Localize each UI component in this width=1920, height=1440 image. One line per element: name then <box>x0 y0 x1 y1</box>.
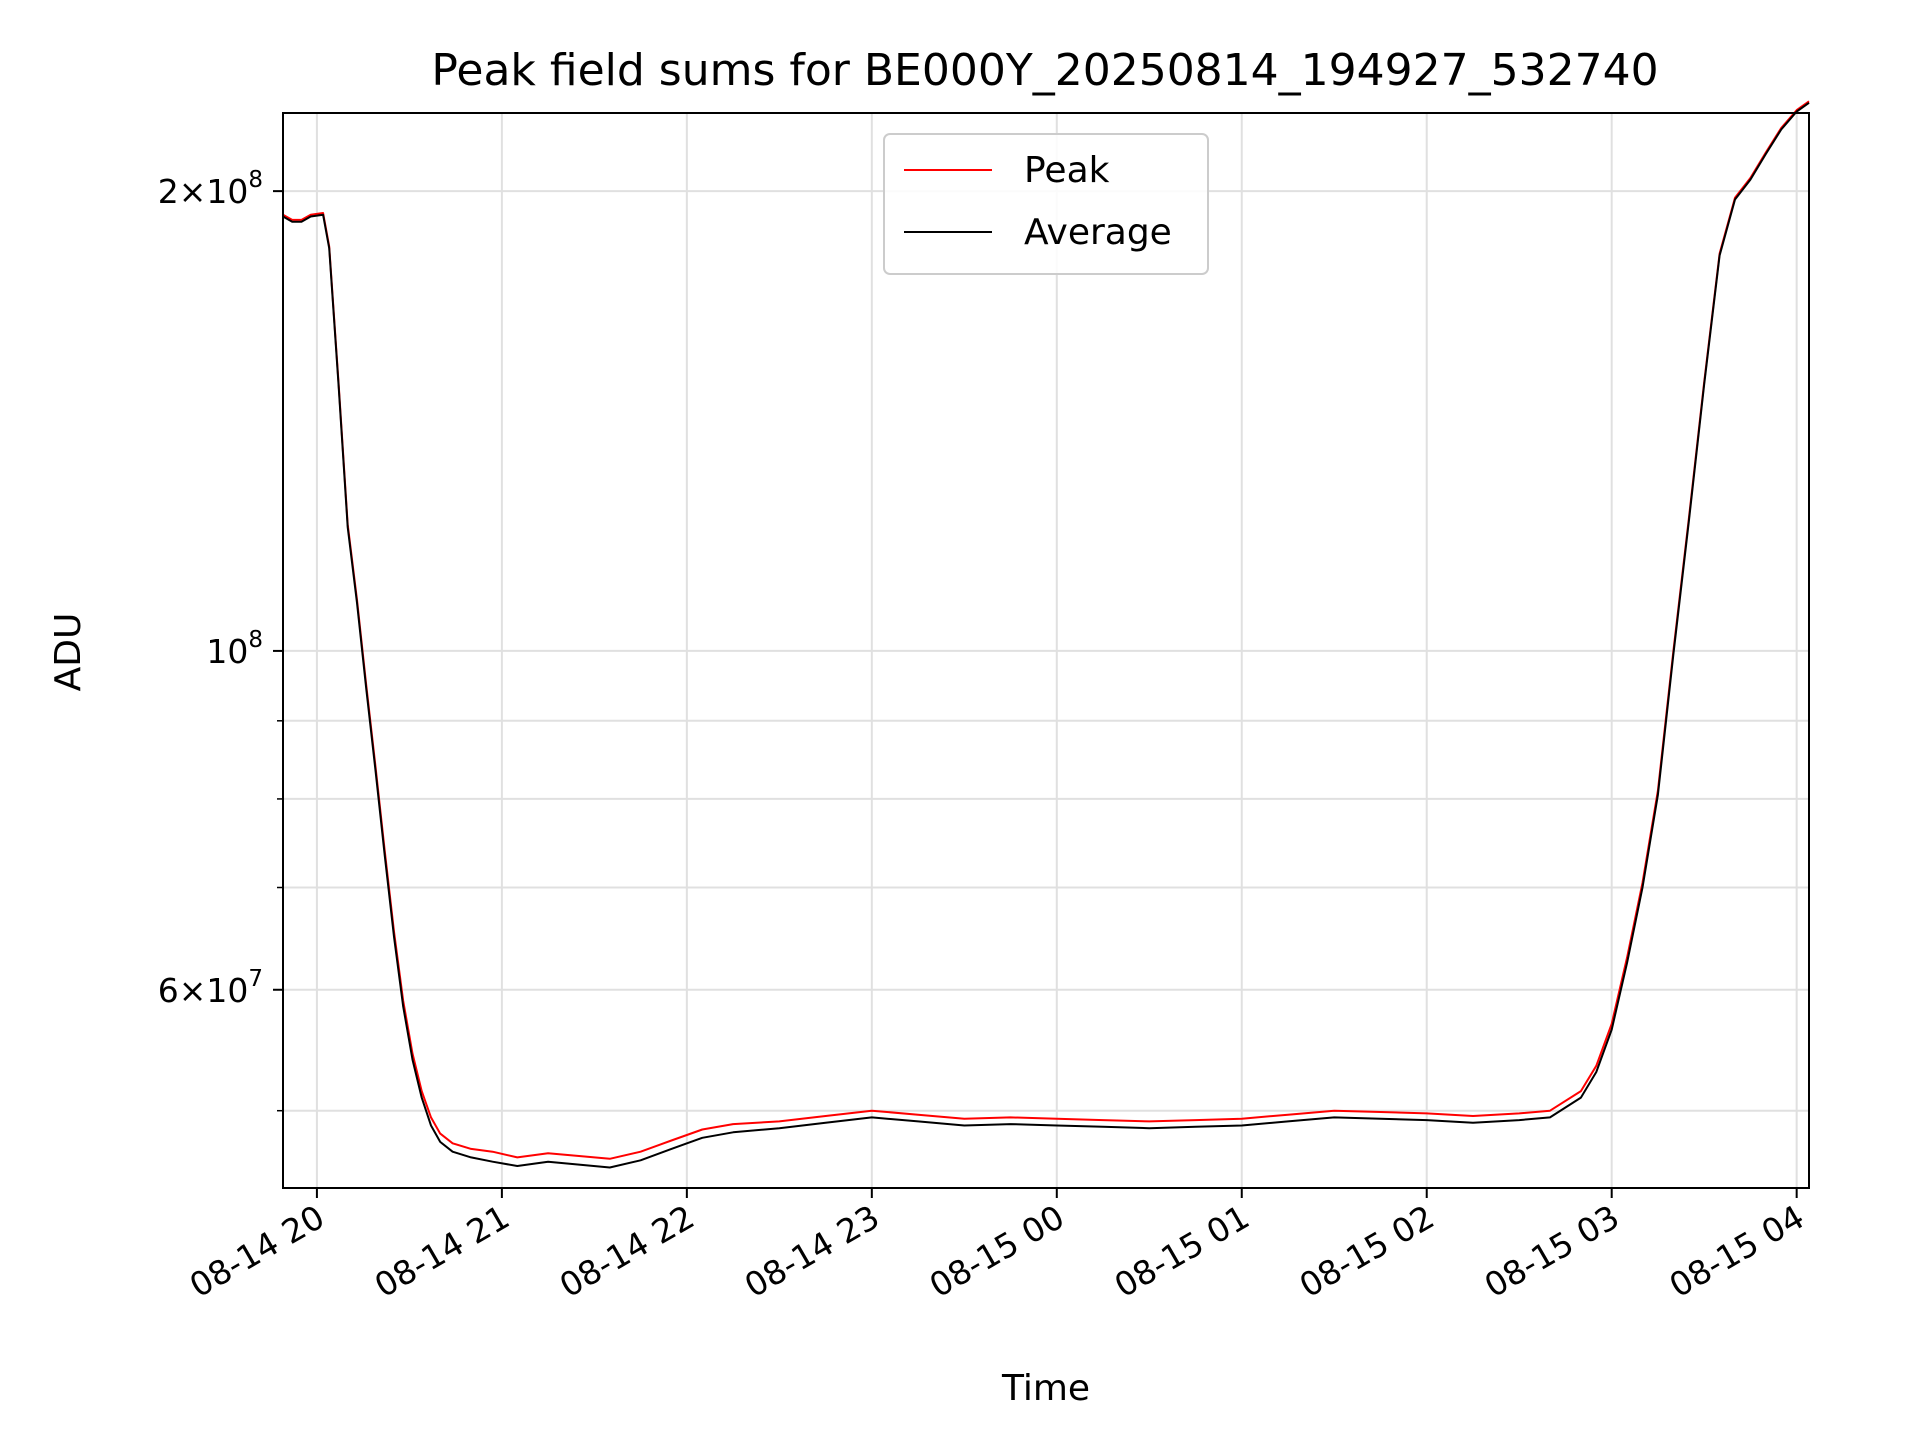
y-tick-label: 2×108 <box>158 167 263 211</box>
y-tick-label: 6×107 <box>158 966 263 1010</box>
y-axis-label: ADU <box>48 613 89 692</box>
y-tick-label: 108 <box>206 627 263 671</box>
x-axis-label: Time <box>1001 1368 1090 1409</box>
series-layer <box>282 100 1810 1169</box>
y-axis: 6×107 108 2×108 <box>158 167 283 1112</box>
series-line-average <box>282 101 1810 1169</box>
grid-layer <box>283 113 1809 1188</box>
legend-label-average: Average <box>1024 212 1172 253</box>
chart-title: Peak field sums for BE000Y_20250814_1949… <box>431 45 1658 96</box>
legend-label-peak: Peak <box>1024 150 1110 191</box>
legend: Peak Average <box>883 133 1209 275</box>
